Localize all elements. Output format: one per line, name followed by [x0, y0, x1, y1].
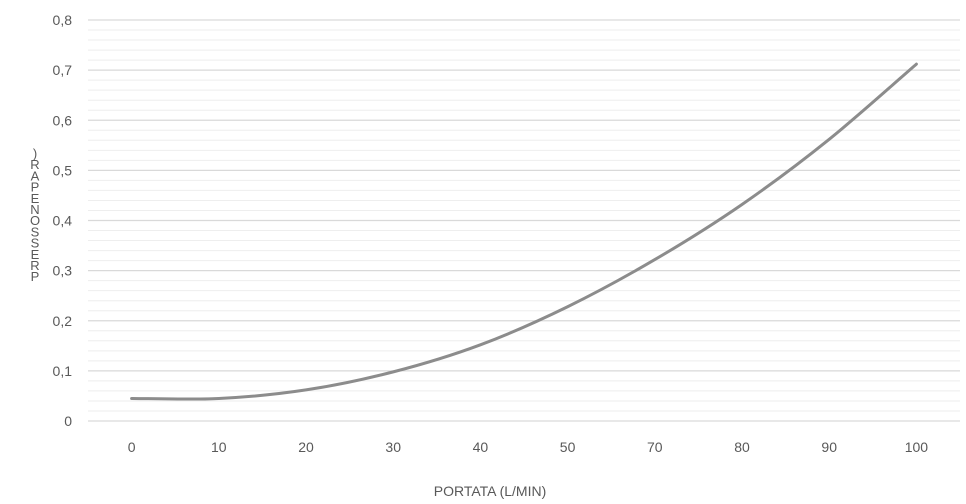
x-tick-label: 10 — [211, 439, 227, 455]
y-tick-label: 0,1 — [53, 363, 73, 379]
x-tick-label: 0 — [128, 439, 136, 455]
x-tick-label: 80 — [734, 439, 750, 455]
y-axis-title-char: A — [31, 168, 40, 183]
series-line — [130, 62, 918, 401]
x-tick-label: 30 — [385, 439, 401, 455]
y-axis-title-char: P — [31, 269, 40, 284]
y-axis-title-char: O — [30, 213, 40, 228]
x-axis-ticks: 0 10 20 30 40 50 70 80 90 100 — [128, 439, 929, 455]
y-axis-title-char: R — [30, 258, 39, 273]
y-tick-label: 0,6 — [53, 112, 73, 128]
y-axis-title-char: N — [30, 202, 39, 217]
x-tick-label: 40 — [473, 439, 489, 455]
x-tick-label: 70 — [647, 439, 663, 455]
y-tick-label: 0,7 — [53, 62, 73, 78]
x-axis-title: PORTATA (L/MIN) — [434, 483, 547, 499]
x-tick-label: 20 — [298, 439, 314, 455]
y-axis-title-char: E — [31, 247, 40, 262]
grid-lines — [88, 19, 960, 422]
x-tick-label: 100 — [905, 439, 929, 455]
y-axis-ticks: 0 0,1 0,2 0,3 0,4 0,5 0,6 0,7 0,8 — [53, 12, 73, 429]
y-axis-title-char: E — [31, 191, 40, 206]
y-tick-label: 0,4 — [53, 213, 73, 229]
y-axis-title-char: P — [31, 180, 40, 195]
y-axis-title-char: S — [31, 236, 40, 251]
y-tick-label: 0,2 — [53, 313, 73, 329]
y-axis-title-char: ) — [33, 146, 37, 161]
y-axis-title-char: S — [31, 224, 40, 239]
x-tick-label: 90 — [821, 439, 837, 455]
y-tick-label: 0,8 — [53, 12, 73, 28]
y-tick-label: 0,3 — [53, 263, 73, 279]
y-tick-label: 0,5 — [53, 162, 73, 178]
y-axis-title-char: R — [30, 157, 39, 172]
y-tick-label: 0 — [64, 413, 72, 429]
data-series — [130, 62, 918, 401]
x-tick-label: 50 — [560, 439, 576, 455]
